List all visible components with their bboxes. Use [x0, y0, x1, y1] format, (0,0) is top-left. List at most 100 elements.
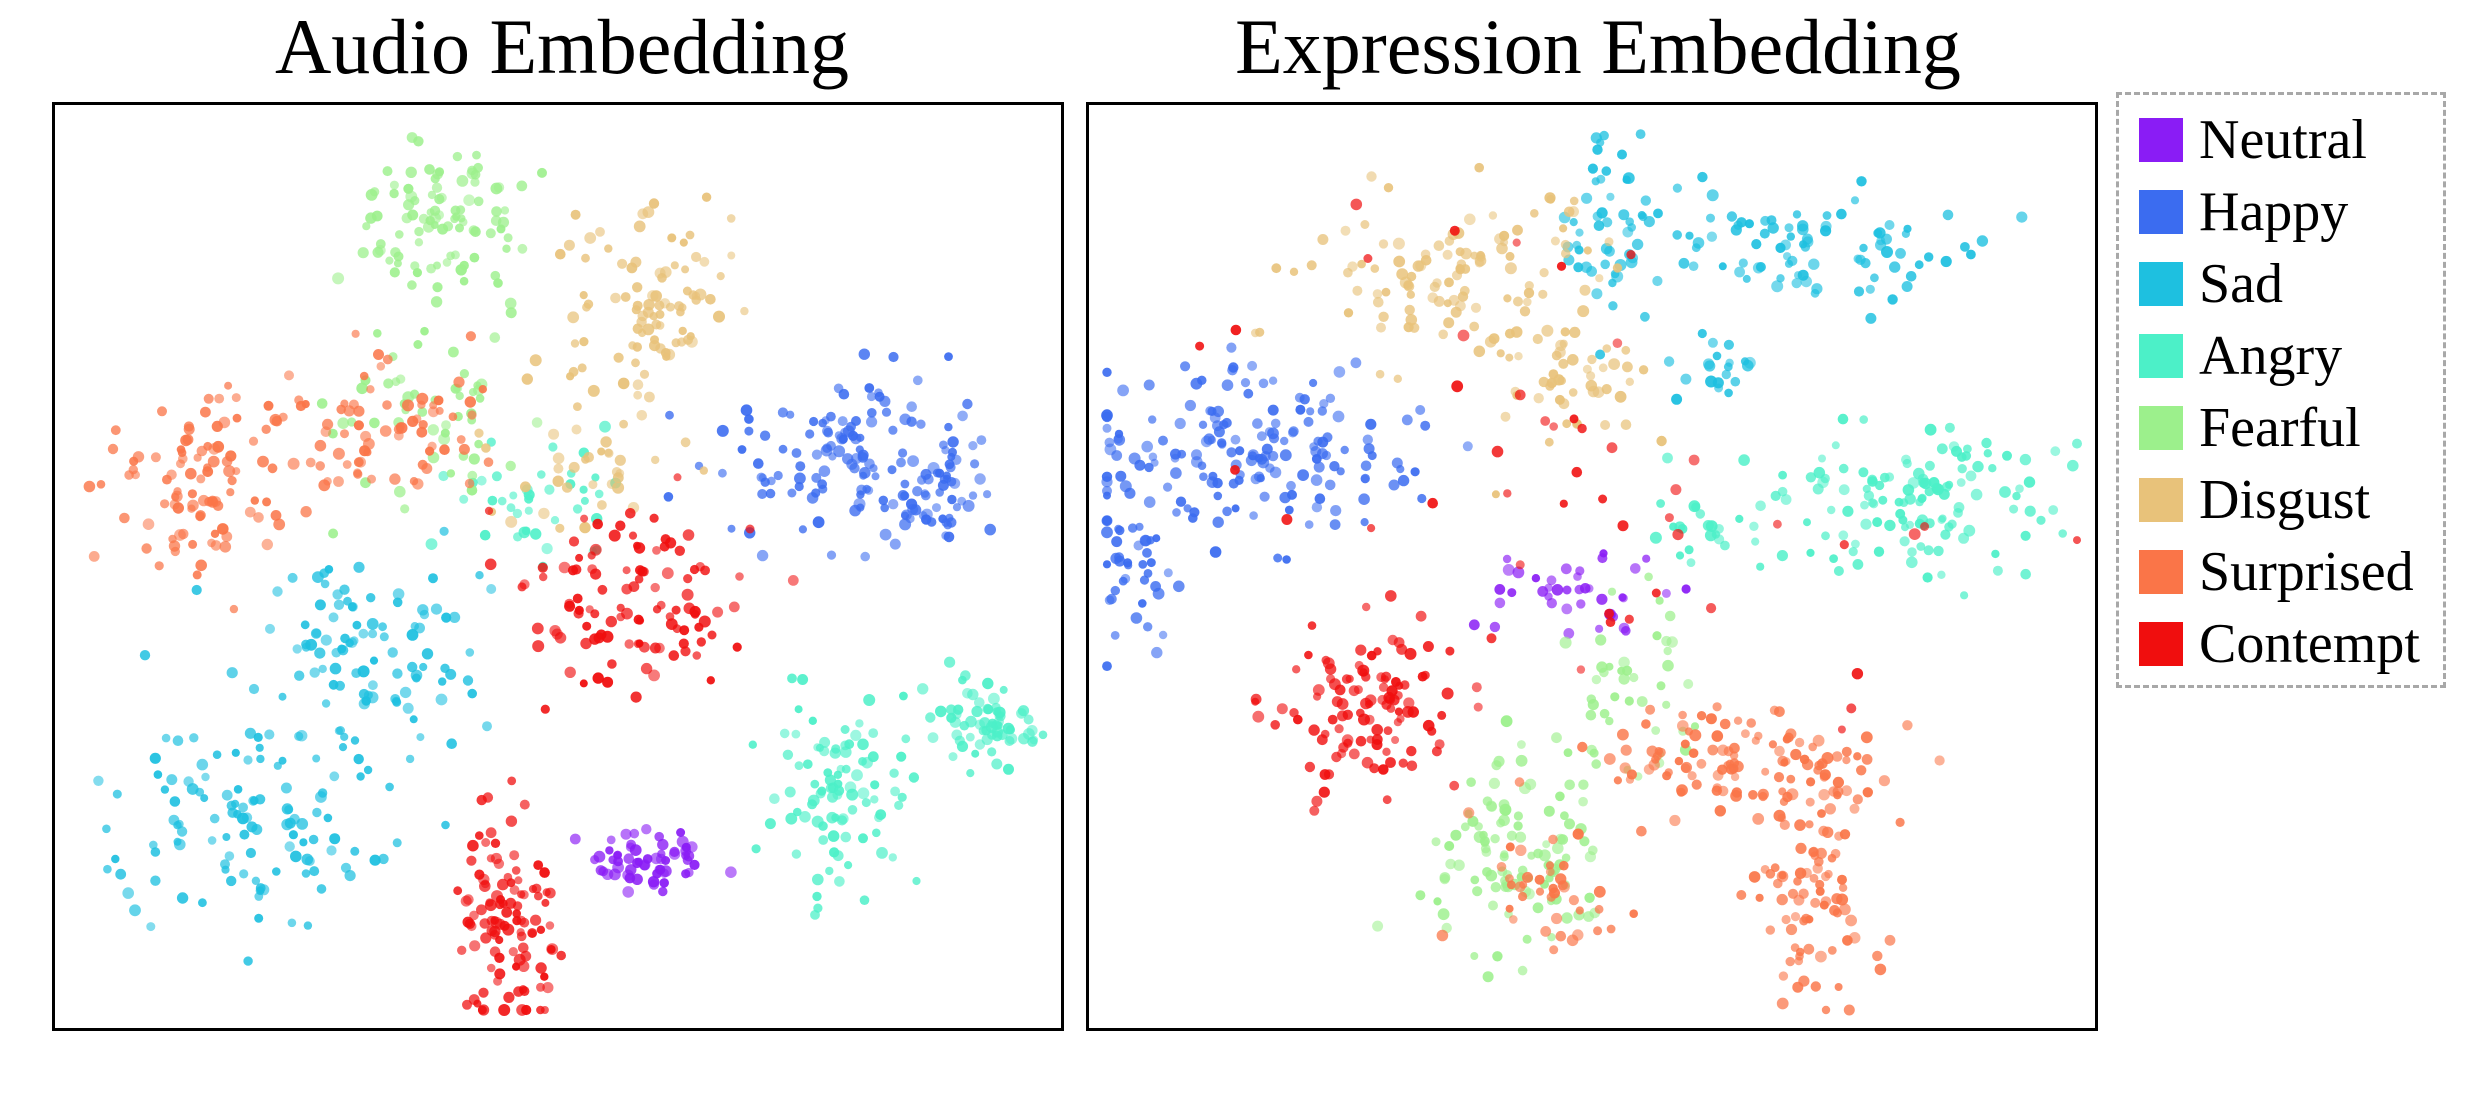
- point-sad: [251, 824, 263, 835]
- point-angry: [550, 516, 560, 525]
- point-contempt: [521, 1004, 532, 1016]
- point-disgust: [1474, 258, 1484, 268]
- point-angry: [794, 761, 804, 770]
- point-fearful: [1605, 662, 1614, 671]
- point-neutral: [1576, 599, 1586, 609]
- point-surprised: [110, 425, 121, 436]
- point-disgust: [1620, 419, 1632, 431]
- point-surprised: [1593, 885, 1606, 898]
- point-contempt: [1486, 633, 1497, 644]
- point-surprised: [1785, 923, 1798, 936]
- point-happy: [1249, 511, 1258, 520]
- point-fearful: [395, 374, 406, 384]
- point-surprised: [332, 447, 345, 460]
- point-disgust: [552, 452, 565, 465]
- point-surprised: [1860, 731, 1873, 744]
- point-disgust: [1420, 255, 1432, 266]
- legend-swatch-angry: [2139, 334, 2183, 378]
- point-contempt: [635, 565, 646, 576]
- point-angry: [827, 830, 840, 842]
- point-angry: [1749, 521, 1759, 531]
- point-happy: [833, 383, 844, 394]
- point-sad: [439, 526, 449, 536]
- point-neutral: [641, 824, 652, 835]
- point-fearful: [1584, 892, 1595, 903]
- point-surprised: [1711, 730, 1724, 742]
- point-happy: [1288, 426, 1299, 437]
- point-disgust: [1376, 322, 1386, 333]
- legend-item-neutral: Neutral: [2139, 105, 2367, 175]
- point-surprised: [1549, 945, 1559, 955]
- point-contempt: [625, 508, 636, 519]
- point-contempt: [1387, 634, 1398, 646]
- point-sad: [378, 853, 389, 865]
- point-angry: [784, 786, 796, 798]
- point-surprised: [1832, 786, 1844, 797]
- point-disgust: [1621, 345, 1631, 355]
- point-happy: [778, 444, 788, 454]
- point-surprised: [1934, 755, 1945, 766]
- point-sad: [329, 833, 341, 845]
- point-angry: [925, 712, 936, 723]
- point-contempt: [482, 792, 494, 803]
- point-happy: [1462, 441, 1473, 452]
- point-happy: [744, 426, 754, 436]
- point-happy: [759, 430, 771, 441]
- point-angry: [1858, 467, 1869, 478]
- point-neutral: [1618, 622, 1630, 634]
- point-disgust: [705, 294, 716, 305]
- expression-embedding-plot: [1086, 102, 2098, 1031]
- point-happy: [822, 425, 833, 437]
- point-surprised: [263, 400, 274, 411]
- point-happy: [786, 410, 795, 419]
- point-angry: [803, 759, 813, 769]
- point-fearful: [434, 167, 445, 177]
- point-angry: [857, 787, 870, 800]
- point-contempt: [1355, 735, 1367, 747]
- point-angry: [829, 847, 840, 858]
- legend-swatch-fearful: [2139, 406, 2183, 450]
- point-surprised: [453, 376, 465, 388]
- point-disgust: [617, 258, 628, 269]
- point-surprised: [1781, 914, 1791, 925]
- point-fearful: [337, 417, 350, 430]
- point-surprised: [1678, 710, 1687, 720]
- point-sad: [1685, 231, 1694, 240]
- point-sad: [201, 772, 210, 782]
- point-surprised: [1641, 719, 1651, 729]
- point-contempt: [1361, 756, 1374, 769]
- point-surprised: [1790, 748, 1802, 761]
- point-contempt: [540, 1006, 549, 1014]
- point-surprised: [1798, 888, 1809, 899]
- point-angry: [476, 475, 487, 486]
- point-contempt: [587, 564, 598, 574]
- point-sad: [1569, 218, 1578, 227]
- point-surprised: [1842, 756, 1851, 765]
- point-happy: [1138, 560, 1148, 569]
- point-angry: [889, 768, 899, 778]
- point-surprised: [1831, 893, 1843, 905]
- point-surprised: [1669, 814, 1681, 827]
- point-contempt: [1576, 665, 1586, 674]
- point-happy: [939, 474, 949, 484]
- point-sad: [350, 846, 360, 856]
- point-fearful: [372, 246, 384, 258]
- point-happy: [1360, 460, 1372, 472]
- point-happy: [1170, 453, 1180, 463]
- point-surprised: [1817, 809, 1826, 818]
- point-neutral: [689, 859, 700, 871]
- point-disgust: [1347, 261, 1358, 272]
- point-happy: [943, 520, 953, 530]
- point-surprised: [223, 465, 236, 478]
- point-surprised: [1748, 790, 1758, 800]
- point-disgust: [529, 354, 542, 367]
- point-sad: [1618, 209, 1630, 221]
- point-neutral: [595, 865, 606, 876]
- point-contempt: [514, 876, 523, 885]
- point-sad: [1678, 257, 1690, 269]
- point-surprised: [1843, 1004, 1855, 1016]
- point-sad: [1800, 242, 1811, 252]
- point-surprised: [227, 476, 237, 486]
- point-sad: [339, 584, 350, 595]
- point-sad: [160, 785, 170, 794]
